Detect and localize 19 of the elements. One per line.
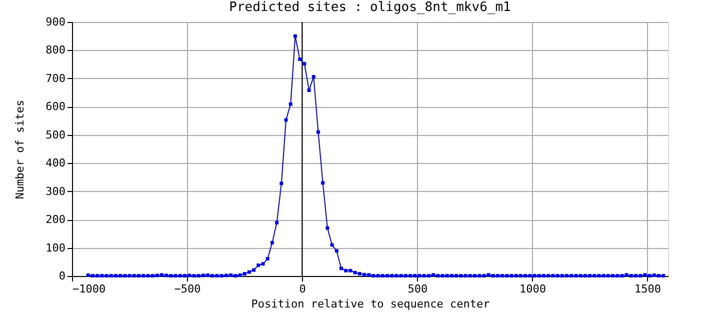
x-tick-label: 1500 — [634, 282, 662, 296]
y-tick-label: 300 — [46, 184, 66, 198]
y-tick-label: 100 — [46, 241, 66, 254]
x-axis-title: Position relative to sequence center — [251, 298, 490, 310]
y-tick-label: 500 — [46, 128, 66, 142]
y-tick-label: 0 — [58, 270, 66, 282]
x-tick-label: −1000 — [72, 282, 106, 296]
x-tick-label: 0 — [299, 282, 306, 296]
x-tick-label: −500 — [174, 282, 201, 296]
y-axis-title: Number of sites — [14, 100, 27, 200]
y-tick-label: 800 — [46, 44, 66, 57]
y-tick-label: 400 — [46, 156, 66, 170]
chart-title: Predicted sites : oligos_8nt_mkv6_m1 — [229, 0, 511, 15]
y-tick-label: 200 — [46, 213, 66, 226]
y-tick-label: 700 — [46, 72, 66, 85]
x-tick-label: 1000 — [519, 282, 546, 296]
x-tick-label: 500 — [408, 282, 428, 296]
y-tick-label: 900 — [46, 16, 66, 28]
y-tick-label: 600 — [46, 100, 66, 114]
